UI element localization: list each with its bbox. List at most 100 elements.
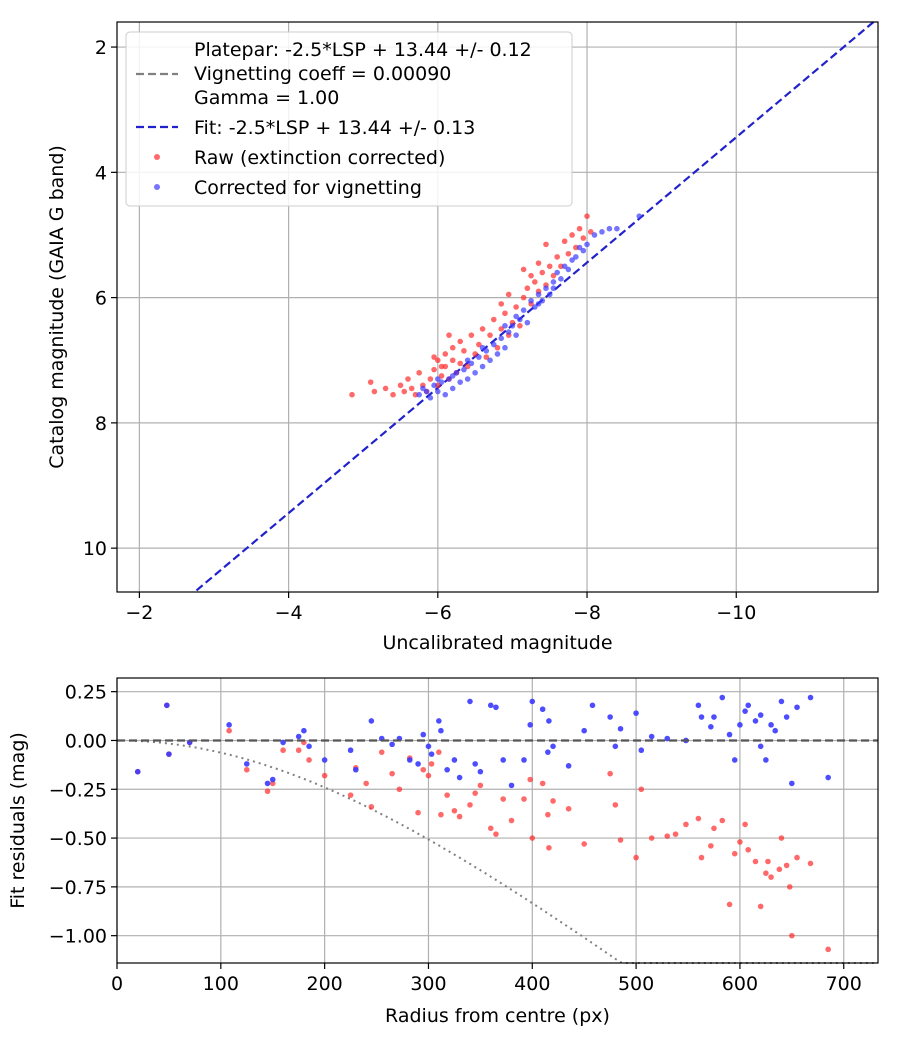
corrected-point (435, 376, 441, 382)
corrected-residual-point (425, 743, 432, 750)
raw-point (550, 272, 557, 279)
raw-point (569, 232, 575, 238)
raw-point (438, 363, 445, 370)
corrected-residual-point (789, 780, 795, 787)
top-axes-frame (116, 21, 879, 593)
corrected-point (509, 322, 516, 329)
corrected-point (543, 285, 549, 292)
raw-point (546, 263, 553, 270)
bottom-y-tick-label: 0.25 (65, 682, 107, 704)
corrected-point (550, 279, 557, 285)
legend-gamma-label: Gamma = 1.00 (194, 87, 339, 109)
corrected-point (416, 391, 422, 398)
raw-point (461, 348, 467, 354)
raw-residual-point (638, 786, 645, 793)
raw-point (382, 385, 389, 392)
raw-residual-point (529, 835, 536, 841)
raw-residual-point (521, 796, 527, 802)
raw-residual-point (719, 817, 726, 824)
corrected-point (431, 382, 437, 389)
raw-residual-point (425, 772, 432, 779)
corrected-point (513, 332, 519, 338)
raw-residual-point (708, 843, 714, 849)
corrected-residual-point (545, 749, 551, 755)
top-x-tick-label: −6 (424, 602, 452, 624)
raw-residual-point (436, 749, 442, 755)
raw-residual-point (378, 749, 385, 755)
corrected-residual-point (352, 766, 359, 773)
top-y-tick-label: 4 (95, 162, 107, 184)
corrected-residual-point (420, 731, 427, 738)
bottom-y-tick-label: −0.25 (49, 779, 107, 801)
corrected-residual-point (428, 751, 435, 757)
corrected-point (472, 369, 478, 376)
bottom-x-tick-label: 200 (307, 973, 343, 995)
top-x-tick-label: −2 (125, 602, 153, 624)
raw-residual-point (711, 825, 717, 832)
raw-point (502, 310, 508, 317)
bottom-residuals-plot: 0 100 200 300 400 500 600 700 0.25 0.00 −0.25 −0.50… (7, 677, 879, 1027)
legend: Platepar: -2.5*LSP + 13.44 +/- 0.12 Vign… (125, 31, 573, 207)
top-y-tick-label: 8 (95, 413, 107, 435)
corrected-residual-point (648, 733, 655, 740)
raw-residual-point (477, 782, 484, 789)
raw-point (457, 338, 463, 345)
bottom-y-tick-label: −0.75 (49, 877, 107, 899)
legend-raw-marker (154, 154, 160, 160)
raw-point (479, 326, 486, 332)
corrected-residual-point (487, 702, 494, 709)
raw-residual-point (420, 766, 427, 773)
corrected-residual-point (664, 735, 671, 742)
corrected-residual-point (164, 702, 170, 709)
top-y-axis-label: Catalog magnitude (GAIA G band) (46, 145, 68, 469)
corrected-residual-point (243, 761, 250, 767)
raw-residual-point (565, 805, 572, 812)
raw-residual-point (269, 780, 276, 787)
raw-point (431, 366, 437, 373)
bottom-y-axis-label: Fit residuals (mag) (7, 732, 29, 909)
corrected-residual-point (467, 698, 473, 705)
corrected-residual-point (783, 714, 790, 720)
corrected-residual-point (711, 714, 717, 720)
corrected-point (554, 269, 560, 276)
raw-point (554, 254, 560, 260)
raw-point (438, 373, 445, 379)
corrected-residual-point (698, 714, 705, 720)
raw-residual-point (451, 807, 458, 814)
raw-point (371, 388, 378, 395)
raw-residual-point (617, 837, 624, 843)
corrected-point (535, 291, 542, 298)
raw-residual-point (745, 846, 752, 853)
raw-point (476, 341, 482, 348)
corrected-point (561, 263, 568, 270)
raw-point (397, 382, 404, 389)
top-y-tick-label: 6 (95, 288, 107, 310)
corrected-point (636, 213, 643, 219)
corrected-residual-point (438, 727, 444, 734)
raw-residual-point (508, 817, 515, 824)
corrected-point (479, 344, 486, 351)
raw-residual-point (794, 854, 800, 861)
raw-residual-point (396, 786, 403, 793)
raw-point (532, 279, 538, 285)
corrected-point (464, 376, 471, 382)
corrected-point (468, 360, 475, 367)
corrected-residual-point (737, 722, 743, 728)
corrected-residual-point (280, 739, 286, 746)
raw-residual-point (612, 802, 619, 808)
corrected-point (614, 225, 620, 232)
raw-point (472, 351, 478, 357)
corrected-point (435, 388, 441, 395)
corrected-point (584, 241, 590, 248)
corrected-point (457, 379, 463, 385)
raw-residual-point (428, 761, 435, 767)
corrected-point (565, 266, 572, 273)
corrected-residual-point (763, 757, 769, 763)
bottom-x-tick-label: 500 (618, 973, 654, 995)
corrected-residual-point (539, 706, 546, 713)
corrected-residual-point (508, 782, 515, 789)
raw-residual-point (500, 796, 507, 802)
legend-raw-label: Raw (extinction corrected) (194, 147, 445, 169)
corrected-point (461, 366, 467, 373)
corrected-residual-point (607, 714, 613, 720)
